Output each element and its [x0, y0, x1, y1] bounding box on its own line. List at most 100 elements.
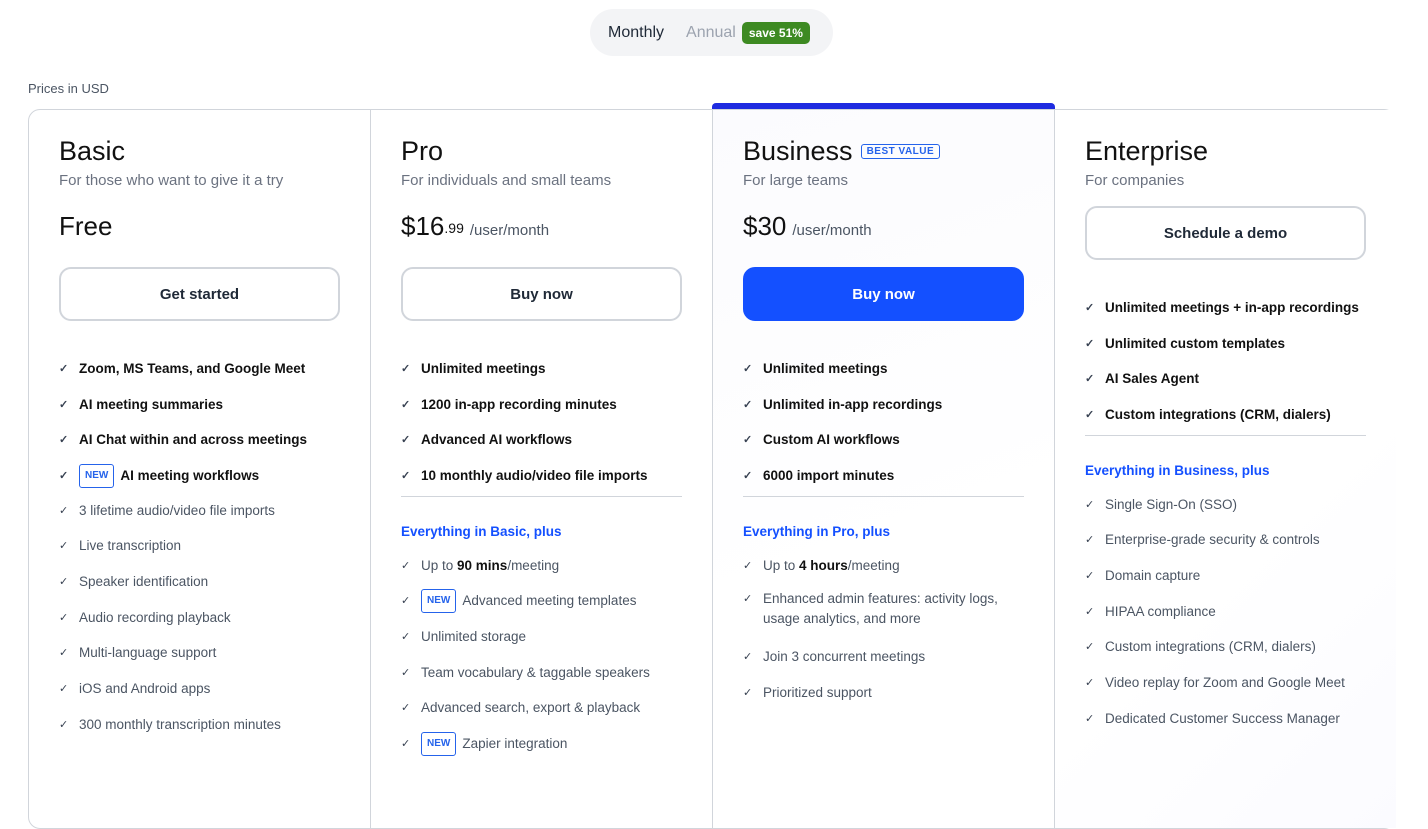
feature-item: ✓ Custom integrations (CRM, dialers): [1085, 397, 1366, 433]
check-icon: ✓: [59, 575, 69, 588]
divider: [1085, 434, 1366, 436]
feature-text: AI meeting summaries: [79, 395, 223, 415]
feature-item: ✓ Custom integrations (CRM, dialers): [1085, 630, 1366, 666]
feature-label: Zoom, MS Teams, and Google Meet: [79, 360, 306, 376]
check-icon: ✓: [743, 362, 753, 375]
feature-item: ✓ Audio recording playback: [59, 600, 340, 636]
check-icon: ✓: [401, 559, 411, 572]
feature-item: ✓ Up to 4 hours/meeting: [743, 548, 1024, 584]
feature-text: Join 3 concurrent meetings: [763, 647, 925, 667]
feature-label: Join 3 concurrent meetings: [763, 649, 926, 665]
top-feature-list: ✓ Unlimited meetings ✓ 1200 in-app recordin…: [401, 351, 682, 494]
feature-label: Custom integrations (CRM, dialers): [1105, 639, 1316, 655]
feature-item: ✓ 3 lifetime audio/video file imports: [59, 493, 340, 529]
feature-text: Custom AI workflows: [763, 430, 900, 450]
check-icon: ✓: [1085, 337, 1095, 350]
check-icon: ✓: [1085, 605, 1095, 618]
feature-text: Unlimited meetings: [763, 359, 888, 379]
feature-item: ✓ 300 monthly transcription minutes: [59, 707, 340, 743]
feature-text: Audio recording playback: [79, 608, 231, 628]
billing-toggle[interactable]: Monthly Annual save 51%: [590, 9, 833, 56]
feature-text: Live transcription: [79, 536, 181, 556]
plan-card-basic: Basic For those who want to give it a try…: [29, 110, 371, 828]
check-icon: ✓: [1085, 408, 1095, 421]
check-icon: ✓: [401, 469, 411, 482]
feature-text: Up to 4 hours/meeting: [763, 556, 900, 576]
check-icon: ✓: [1085, 373, 1095, 386]
feature-text: Custom integrations (CRM, dialers): [1105, 405, 1331, 425]
divider: [401, 495, 682, 497]
plan-cta-button[interactable]: Get started: [59, 267, 340, 321]
feature-text: 10 monthly audio/video file imports: [421, 466, 648, 486]
plan-cta-button[interactable]: Buy now: [743, 267, 1024, 321]
monthly-option[interactable]: Monthly: [608, 23, 665, 41]
feature-label: AI Sales Agent: [1105, 371, 1200, 387]
check-icon: ✓: [59, 398, 69, 411]
feature-label: Unlimited meetings: [763, 360, 888, 376]
more-feature-list: ✓ Single Sign-On (SSO) ✓ Enterprise-grade s…: [1085, 487, 1366, 737]
feature-text: Multi-language support: [79, 643, 216, 663]
divider: [743, 495, 1024, 497]
feature-prefix: Up to: [421, 557, 458, 573]
feature-label: Custom integrations (CRM, dialers): [1105, 406, 1331, 422]
includes-heading: Everything in Basic, plus: [401, 523, 562, 539]
plan-description: For large teams: [743, 172, 849, 189]
check-icon: ✓: [401, 702, 411, 715]
feature-item: ✓ 6000 import minutes: [743, 458, 1024, 494]
feature-label: Video replay for Zoom and Google Meet: [1105, 675, 1345, 691]
includes-heading: Everything in Pro, plus: [743, 523, 891, 539]
plan-cta-button[interactable]: Schedule a demo: [1085, 206, 1366, 260]
feature-text: Custom integrations (CRM, dialers): [1105, 637, 1316, 657]
feature-label: Prioritized support: [763, 684, 872, 700]
check-icon: ✓: [59, 362, 69, 375]
feature-item: ✓ AI Chat within and across meetings: [59, 422, 340, 458]
check-icon: ✓: [401, 398, 411, 411]
plan-cta-button[interactable]: Buy now: [401, 267, 682, 321]
includes-heading: Everything in Business, plus: [1085, 462, 1270, 478]
annual-option[interactable]: Annual: [686, 23, 736, 41]
feature-label: Advanced search, export & playback: [421, 700, 641, 716]
feature-text: AI meeting workflows: [120, 466, 259, 486]
feature-label: Unlimited in-app recordings: [763, 396, 943, 412]
feature-item: ✓ Unlimited custom templates: [1085, 326, 1366, 362]
feature-text: 300 monthly transcription minutes: [79, 715, 281, 735]
price-amount: $30: [743, 211, 787, 241]
feature-text: Enhanced admin features: activity logs, …: [763, 589, 1024, 629]
feature-label: HIPAA compliance: [1105, 603, 1216, 619]
feature-item: ✓ 1200 in-app recording minutes: [401, 387, 682, 423]
feature-item: ✓ Speaker identification: [59, 564, 340, 600]
check-icon: ✓: [59, 434, 69, 447]
feature-item: ✓ Unlimited meetings: [743, 351, 1024, 387]
check-icon: ✓: [59, 683, 69, 696]
feature-item: ✓ Dedicated Customer Success Manager: [1085, 701, 1366, 737]
feature-label: Unlimited custom templates: [1105, 335, 1286, 351]
feature-label: /meeting: [847, 557, 900, 573]
feature-text: Unlimited custom templates: [1105, 334, 1285, 354]
feature-text: Unlimited storage: [421, 627, 526, 647]
check-icon: ✓: [743, 469, 753, 482]
check-icon: ✓: [743, 651, 753, 664]
feature-label: 1200 in-app recording minutes: [421, 396, 617, 412]
check-icon: ✓: [59, 504, 69, 517]
plan-description: For individuals and small teams: [401, 172, 612, 189]
feature-label: Unlimited meetings: [421, 360, 546, 376]
feature-item: ✓ Unlimited storage: [401, 619, 682, 655]
price-cents: .99: [444, 220, 464, 236]
check-icon: ✓: [401, 595, 411, 608]
feature-highlight: 90 mins: [457, 557, 508, 573]
pricing-cards: Basic For those who want to give it a try…: [28, 103, 1396, 829]
feature-item: ✓ Join 3 concurrent meetings: [743, 639, 1024, 675]
feature-label: Unlimited storage: [421, 628, 527, 644]
feature-text: Enterprise-grade security & controls: [1105, 530, 1320, 550]
feature-text: 6000 import minutes: [763, 466, 894, 486]
feature-item: ✓ 10 monthly audio/video file imports: [401, 458, 682, 494]
check-icon: ✓: [59, 469, 69, 482]
feature-item: ✓ Team vocabulary & taggable speakers: [401, 655, 682, 691]
feature-text: Advanced AI workflows: [421, 430, 572, 450]
feature-label: /meeting: [507, 557, 560, 573]
feature-item: ✓ iOS and Android apps: [59, 671, 340, 707]
feature-label: 10 monthly audio/video file imports: [421, 467, 648, 483]
more-feature-list: ✓ Up to 90 mins/meeting ✓ NEW Advanced meeti…: [401, 548, 682, 762]
feature-item: ✓ Enterprise-grade security & controls: [1085, 522, 1366, 558]
feature-text: Team vocabulary & taggable speakers: [421, 663, 650, 683]
